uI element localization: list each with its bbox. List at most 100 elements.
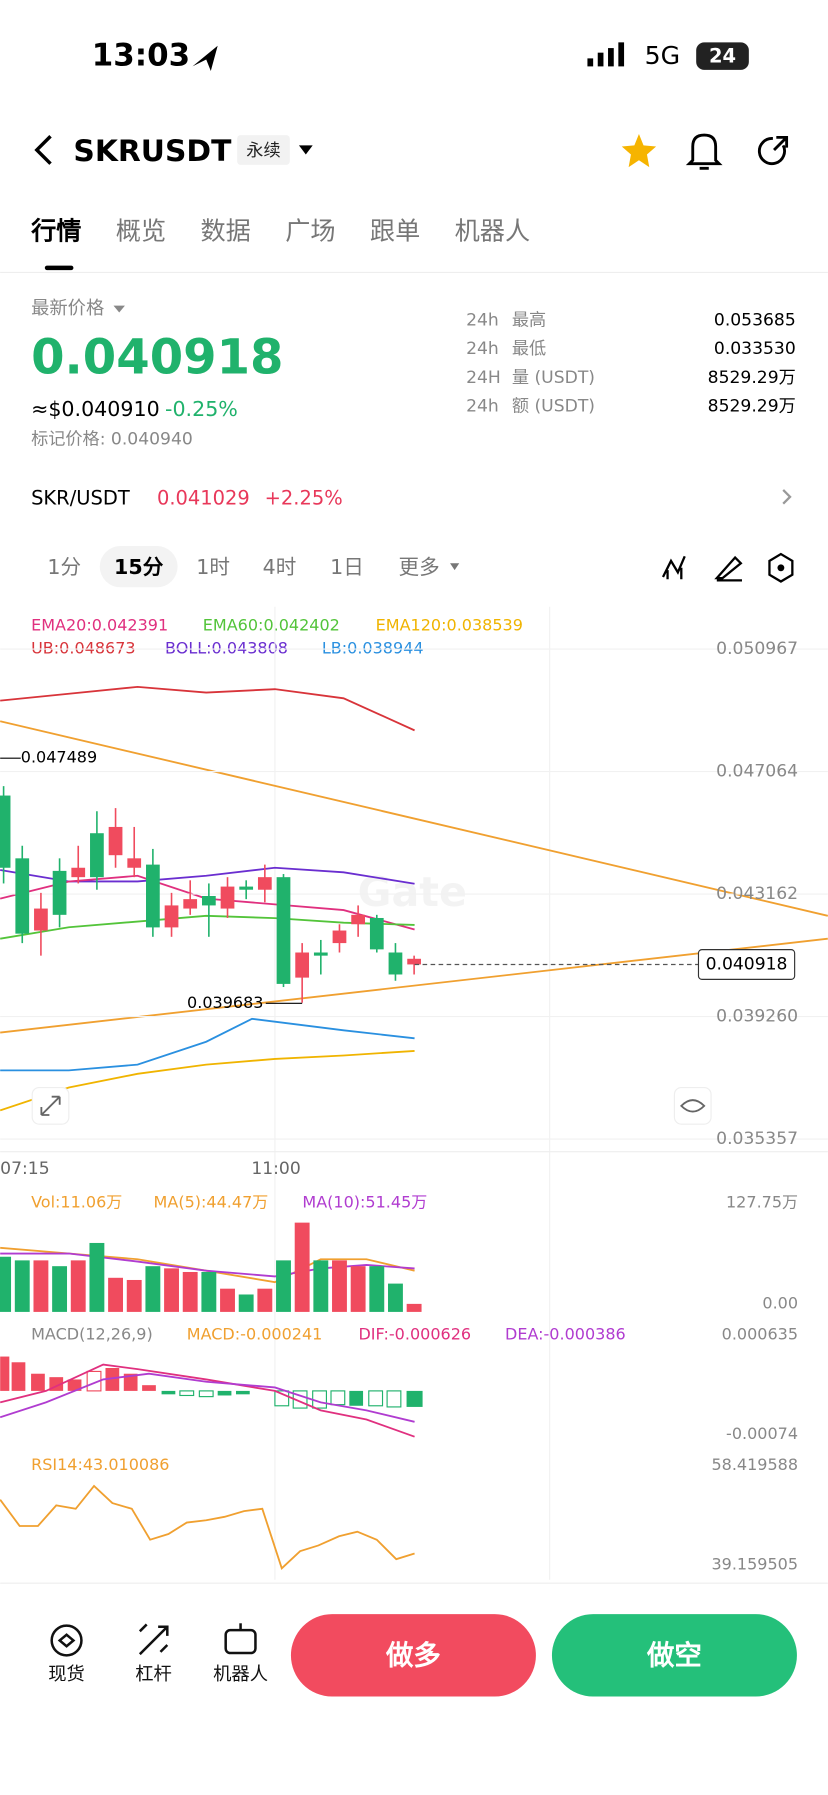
symbol-dropdown[interactable] xyxy=(298,145,313,155)
volume-bar xyxy=(0,1256,12,1312)
y-tick-label: 0.043162 xyxy=(716,884,798,904)
settings-icon[interactable] xyxy=(768,552,794,583)
candle-body xyxy=(183,899,198,909)
interval-selected-bg xyxy=(99,546,178,588)
candle-body xyxy=(388,952,403,975)
mark-price: 标记价格: 0.040940 xyxy=(31,430,193,450)
grid xyxy=(274,606,551,1580)
spot-change: +2.25% xyxy=(265,487,343,510)
boll-mid: BOLL:0.043808 xyxy=(165,639,288,658)
boll-ub: UB:0.048673 xyxy=(31,639,136,658)
volume-bar xyxy=(201,1271,217,1312)
usd-price: ≈$0.040910 xyxy=(31,397,160,421)
macd-value: MACD:-0.000241 xyxy=(187,1324,323,1343)
interval[interactable]: 更多 xyxy=(399,555,440,579)
nav-label[interactable]: 杠杆 xyxy=(135,1664,172,1685)
interval[interactable]: 1分 xyxy=(47,555,81,579)
volume-bar xyxy=(14,1260,30,1312)
price-change: -0.25% xyxy=(165,397,238,421)
alert-bell[interactable] xyxy=(685,133,723,170)
visibility-button[interactable] xyxy=(673,1086,712,1125)
symbol: SKRUSDT xyxy=(73,134,232,169)
location-icon xyxy=(192,45,218,71)
more-dropdown[interactable] xyxy=(450,563,460,571)
volume-bar xyxy=(238,1294,254,1312)
candle-body xyxy=(108,826,123,856)
x-tick-label: 07:15 xyxy=(0,1159,49,1179)
candle-body xyxy=(332,930,347,944)
candle-body xyxy=(90,833,104,878)
short-button[interactable] xyxy=(551,1614,797,1697)
chevron xyxy=(782,489,792,505)
tab[interactable]: 广场 xyxy=(285,216,335,245)
volume-bar xyxy=(257,1288,273,1312)
interval[interactable]: 1时 xyxy=(196,555,230,579)
bot-icon xyxy=(224,1628,257,1655)
back-button[interactable] xyxy=(34,135,52,165)
volume-bar xyxy=(406,1303,422,1312)
eye-icon xyxy=(680,1099,706,1113)
tabs: 行情 概览 数据 广场 跟单 机器人 xyxy=(30,216,530,245)
stat-value: 0.033530 xyxy=(714,339,796,359)
favorite-star[interactable] xyxy=(621,133,657,168)
nav-label[interactable]: 现货 xyxy=(48,1664,85,1685)
nav-label[interactable]: 机器人 xyxy=(213,1664,268,1685)
macd-bar xyxy=(235,1390,250,1395)
volume-bar xyxy=(126,1279,142,1312)
dea-line xyxy=(0,1372,415,1423)
interval[interactable]: 1日 xyxy=(330,555,364,579)
vol-ma10: MA(10):51.45万 xyxy=(302,1193,427,1212)
macd-bar xyxy=(0,1356,10,1391)
stat-label: 最高 xyxy=(512,311,546,331)
macd-histogram xyxy=(0,1356,423,1409)
tab[interactable]: 行情 xyxy=(30,216,81,245)
y-tick-label: 0.047064 xyxy=(716,762,798,782)
tab[interactable]: 概览 xyxy=(116,216,166,245)
price-dropdown[interactable] xyxy=(113,305,125,313)
macd-bar xyxy=(67,1379,82,1391)
volume-bar xyxy=(220,1288,235,1312)
interval[interactable]: 15分 xyxy=(114,555,164,579)
interval[interactable]: 4时 xyxy=(263,555,297,579)
macd-bar xyxy=(198,1390,214,1398)
vol-label: Vol:11.06万 xyxy=(31,1193,122,1212)
indicator-icon[interactable] xyxy=(661,555,686,580)
rsi-tick: 58.419588 xyxy=(711,1455,798,1474)
share-icon[interactable] xyxy=(757,135,789,166)
time: 13:03 xyxy=(92,38,190,74)
volume-bar xyxy=(388,1283,403,1312)
macd-lines xyxy=(0,1363,415,1438)
draw-icon[interactable] xyxy=(714,555,743,582)
candle-body xyxy=(15,858,30,934)
candle-body xyxy=(351,914,366,925)
dif-line xyxy=(0,1363,415,1438)
candle-body xyxy=(276,877,291,984)
trend-line xyxy=(0,720,828,917)
signal-icon xyxy=(587,42,625,67)
long-button[interactable] xyxy=(290,1614,536,1697)
stat-value: 8529.29万 xyxy=(708,396,796,416)
stats: 24h 最高 0.053685 24h 最低 0.033530 24H 量 (U… xyxy=(466,311,796,417)
macd-bar xyxy=(368,1390,384,1407)
macd-bar xyxy=(142,1385,156,1391)
candle-body xyxy=(146,864,160,928)
tab[interactable]: 跟单 xyxy=(370,216,420,245)
intervals: 1分 15分 1时 4时 1日 更多 xyxy=(47,555,439,579)
macd-bar xyxy=(123,1373,138,1391)
spot-pair[interactable]: SKR/USDT xyxy=(31,487,130,510)
volume-bar xyxy=(89,1242,105,1312)
candle-body xyxy=(52,870,67,915)
volume-bar xyxy=(369,1266,385,1312)
y-tick-label: 0.035357 xyxy=(716,1129,798,1149)
macd-bar xyxy=(349,1390,364,1406)
ema60: EMA60:0.042402 xyxy=(203,616,340,635)
candle-body xyxy=(0,795,11,868)
tab[interactable]: 数据 xyxy=(201,216,251,245)
tab[interactable]: 机器人 xyxy=(455,216,531,245)
bottom-icons xyxy=(50,1623,257,1657)
watermark: Gate xyxy=(358,868,467,916)
last-price-label: 0.040918 xyxy=(706,954,788,974)
vol-ma-lines xyxy=(0,1246,415,1284)
